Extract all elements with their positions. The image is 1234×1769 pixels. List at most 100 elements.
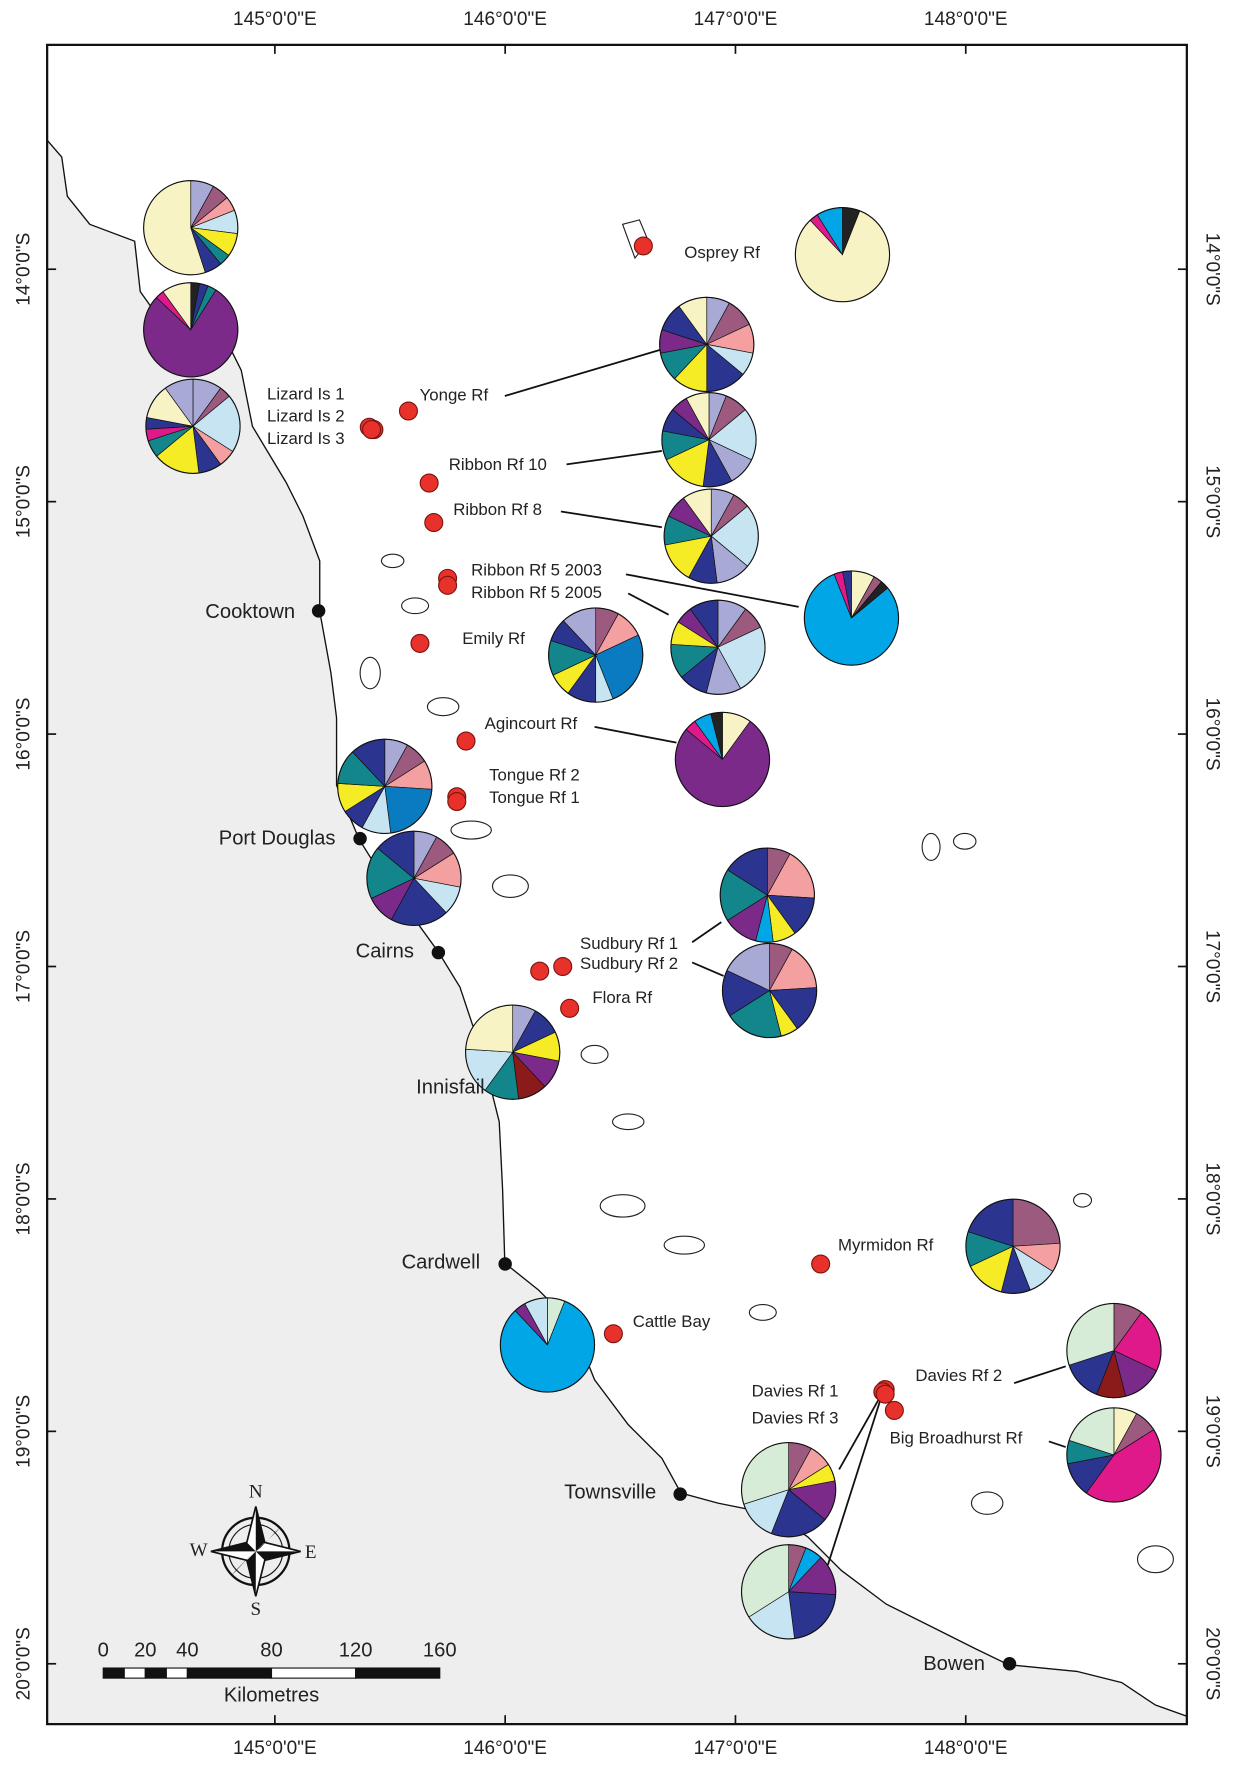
site-label: Davies Rf 1	[752, 1382, 839, 1401]
lat-label-left: 17°0'0"S	[14, 930, 35, 1003]
lat-label-right: 19°0'0"S	[1201, 1395, 1222, 1468]
pie-chart	[794, 206, 891, 303]
pie-chart	[143, 282, 239, 378]
lat-label-right: 20°0'0"S	[1201, 1627, 1222, 1700]
pie-outline	[337, 738, 433, 835]
pie-outline	[1066, 1302, 1162, 1399]
site-marker	[438, 575, 458, 595]
scale-segment	[165, 1667, 188, 1679]
pie-outline	[659, 296, 755, 393]
town-label: Townsville	[564, 1481, 656, 1503]
site-label: Osprey Rf	[684, 243, 760, 262]
town-label: Bowen	[923, 1653, 985, 1675]
site-label: Davies Rf 2	[915, 1366, 1002, 1385]
site-label: Lizard Is 1	[267, 384, 345, 403]
town-label: Cardwell	[402, 1251, 481, 1273]
pie-outline	[719, 847, 815, 943]
site-label: Lizard Is 2	[267, 407, 345, 426]
site-marker	[884, 1400, 904, 1420]
lat-label-right: 15°0'0"S	[1201, 465, 1222, 538]
lat-label-right: 18°0'0"S	[1201, 1162, 1222, 1235]
scale-segment	[144, 1667, 167, 1679]
site-marker	[875, 1384, 895, 1404]
lon-label-top: 148°0'0"E	[924, 9, 1008, 30]
town-label: Cairns	[356, 941, 414, 963]
pie-chart	[674, 711, 771, 808]
scale-tick-label: 0	[98, 1640, 109, 1662]
leader-lines	[504, 349, 1066, 1566]
pie-outline	[366, 830, 462, 927]
town-label: Port Douglas	[219, 827, 336, 849]
reefs	[359, 219, 1174, 1574]
town-label: Innisfail	[416, 1076, 484, 1098]
town-marker	[311, 604, 326, 618]
scale-tick-label: 40	[176, 1640, 198, 1662]
lon-label-bottom: 146°0'0"E	[463, 1738, 547, 1759]
lon-label-top: 146°0'0"E	[463, 9, 547, 30]
compass-w: W	[190, 1540, 208, 1561]
pie-chart	[803, 570, 900, 666]
pie-outline	[663, 488, 759, 584]
lat-label-left: 15°0'0"S	[14, 465, 35, 538]
site-marker	[456, 731, 476, 751]
scale-tick-label: 160	[423, 1640, 457, 1662]
site-label: Davies Rf 3	[752, 1408, 839, 1427]
pie-outline	[721, 942, 818, 1039]
scale-tick-label: 80	[260, 1640, 282, 1662]
map-frame	[46, 43, 1188, 1726]
lat-label-left: 16°0'0"S	[14, 698, 35, 771]
pie-outline	[143, 282, 239, 378]
pie-outline	[740, 1442, 837, 1538]
pie-outline	[499, 1297, 596, 1393]
pie-outline	[143, 180, 239, 276]
town-marker	[673, 1487, 687, 1501]
site-label: Big Broadhurst Rf	[890, 1429, 1023, 1448]
site-label: Lizard Is 3	[267, 429, 345, 448]
site-label: Ribbon Rf 10	[449, 455, 547, 474]
site-marker	[560, 998, 580, 1018]
lon-label-top: 145°0'0"E	[233, 9, 317, 30]
site-marker	[603, 1324, 623, 1344]
pie-chart	[719, 847, 815, 943]
site-label: Flora Rf	[592, 988, 652, 1007]
pie-chart	[661, 392, 757, 488]
pie-outline	[548, 607, 644, 703]
site-marker	[633, 236, 653, 256]
town-marker	[353, 831, 367, 846]
scale-segment	[186, 1667, 273, 1679]
pie-chart	[721, 942, 818, 1039]
pie-chart	[499, 1297, 596, 1393]
pie-outline	[670, 599, 766, 695]
scale-tick-label: 120	[339, 1640, 373, 1662]
compass-n: N	[249, 1481, 263, 1502]
lat-label-left: 20°0'0"S	[14, 1627, 35, 1700]
town-label: Cooktown	[205, 601, 295, 623]
site-label: Ribbon Rf 5 2005	[471, 583, 602, 602]
pie-chart	[1066, 1407, 1162, 1503]
lat-label-right: 14°0'0"S	[1201, 233, 1222, 306]
site-label: Sudbury Rf 1	[580, 934, 678, 953]
site-label: Ribbon Rf 5 2003	[471, 560, 602, 579]
pie-chart	[740, 1544, 837, 1640]
site-label: Agincourt Rf	[485, 714, 578, 733]
pie-chart	[663, 488, 759, 584]
scale-segment	[102, 1667, 125, 1679]
pie-outline	[661, 392, 757, 488]
site-marker	[530, 961, 550, 981]
site-label: Ribbon Rf 8	[453, 500, 542, 519]
site-marker	[447, 791, 467, 812]
pie-chart	[548, 607, 644, 703]
pie-chart	[1066, 1302, 1162, 1399]
lon-label-bottom: 147°0'0"E	[694, 1738, 778, 1759]
site-marker	[419, 473, 439, 493]
pie-chart	[337, 738, 433, 835]
pie-outline	[1066, 1407, 1162, 1503]
town-marker	[498, 1257, 512, 1271]
compass-e: E	[305, 1542, 317, 1563]
pie-chart	[366, 830, 462, 927]
lat-label-right: 17°0'0"S	[1201, 930, 1222, 1003]
lat-label-left: 18°0'0"S	[14, 1162, 35, 1235]
site-marker	[553, 956, 573, 977]
